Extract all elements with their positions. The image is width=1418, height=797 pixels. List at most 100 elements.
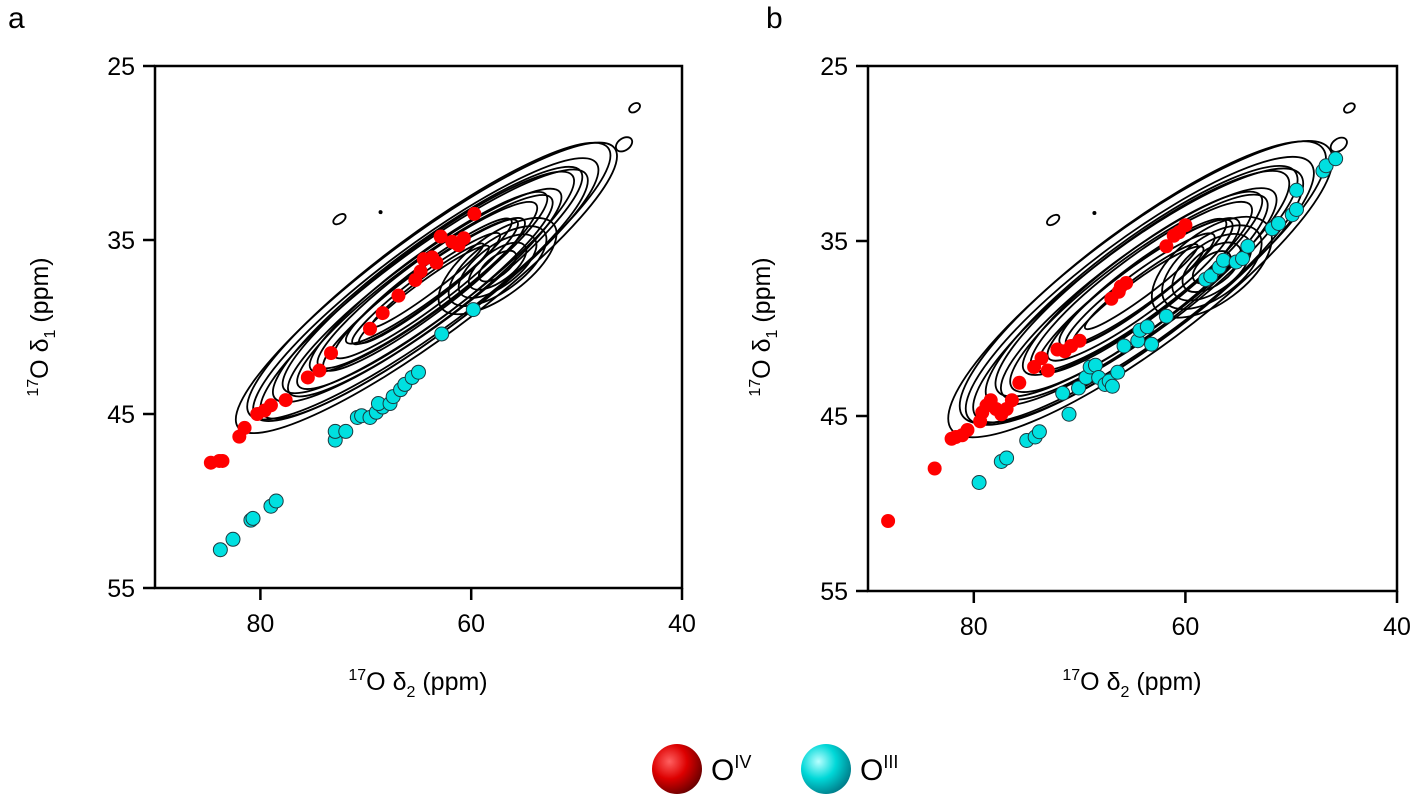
point-oiv [263,398,278,413]
x-tick-label: 40 [1383,613,1411,641]
panel-label: b [766,2,783,35]
contour-line [457,233,538,299]
contour-line [234,141,618,435]
y-axis-label: 17O δ1 (ppm) [25,257,59,396]
point-oiii [1110,364,1126,380]
contour-island [614,136,634,153]
point-oiv [429,255,444,270]
point-oiv [1004,393,1019,408]
contour-line [308,191,549,374]
point-oiv [300,370,315,385]
point-oiii [1144,336,1160,352]
contour-line [1191,250,1232,285]
plot-frame [153,64,684,590]
point-oiii [999,450,1015,466]
data-points [203,206,482,558]
contour-line [437,217,558,316]
y-tick-label: 25 [820,53,848,81]
contour-line [958,140,1327,425]
point-oiii [1240,238,1256,254]
plot-frame [866,64,1399,593]
legend-marker-oiv [652,744,702,794]
contour-line [467,241,528,291]
point-oiii [268,493,284,509]
point-oiii [1139,319,1155,335]
contour-line [1046,218,1234,362]
point-oiv [1072,333,1087,348]
x-tick-label: 80 [246,610,274,638]
axis-ticks: 80 60 40 25 35 45 55 [820,53,1411,641]
contour-line [272,165,584,404]
point-oiii [465,302,481,318]
contour-plot [234,102,641,435]
point-oiv [1178,218,1193,233]
point-oiii [1116,338,1132,354]
y-tick-label: 55 [107,575,135,603]
contour-island [1046,213,1061,227]
point-oiv [1012,375,1027,390]
contour-line [322,217,526,372]
legend-label-oiii: OIII [860,752,898,787]
point-oiv [363,321,378,336]
point-oiii [1328,151,1344,167]
point-oiii [1271,216,1287,231]
point-oiii [1288,202,1304,217]
contour-line [478,249,518,283]
point-oiii [1215,252,1231,268]
point-oiii [434,326,450,342]
panel-label: a [8,2,25,35]
x-tick-label: 60 [1171,613,1199,641]
point-oiv [1040,363,1055,378]
y-tick-label: 45 [820,403,848,431]
point-oiv [456,231,471,246]
y-tick-label: 55 [820,578,848,606]
point-oiii [1087,357,1103,373]
point-oiv [467,206,482,221]
contour-island [1343,102,1356,114]
point-oiv [927,461,942,476]
point-oiv [1034,351,1049,366]
contour-line [246,141,612,421]
x-axis-label: 17O δ2 (ppm) [348,667,487,701]
point-oiv [433,229,448,244]
contour-line [447,225,548,307]
point-oiii [338,423,354,439]
point-oiv [960,423,975,437]
contour-island [332,213,347,226]
point-oiv [278,393,293,408]
panel-b: b 80 60 40 25 35 45 55 17O δ2 (ppm) 17O δ1 (pp… [747,2,1411,701]
point-oiv [375,306,390,321]
contour-line [1181,241,1243,293]
point-oiv [881,514,896,528]
point-oiii [1158,308,1174,324]
point-oiii [1104,378,1120,394]
contour-island [378,210,383,215]
contour-island [628,102,641,114]
point-oiv [1119,276,1134,290]
contour-line [287,187,563,398]
contour-line [1083,243,1199,331]
panel-a: a 80 60 40 25 35 45 55 17O δ2 (ppm) 17O δ1 (pp… [8,2,696,701]
contour-island [1329,136,1348,153]
contour-line [296,194,554,390]
y-axis-label: 17O δ1 (ppm) [747,257,781,396]
point-oiii [971,475,987,490]
y-tick-label: 45 [107,401,135,429]
x-tick-label: 40 [668,610,696,638]
point-oiii [225,531,241,547]
legend-label-oiv: OIV [711,752,751,787]
point-oiii [1055,385,1071,401]
axis-ticks: 80 60 40 25 35 45 55 [107,53,696,638]
point-oiii [1288,182,1304,198]
point-oiv [215,453,230,468]
contour-island [1092,211,1097,215]
legend-marker-oiii [801,744,851,794]
point-oiv [237,420,252,435]
point-oiv [391,288,406,303]
y-tick-label: 25 [107,53,135,81]
point-oiv [413,264,428,279]
point-oiii [1071,380,1087,396]
point-oiii [245,510,261,526]
point-oiii [411,364,426,380]
